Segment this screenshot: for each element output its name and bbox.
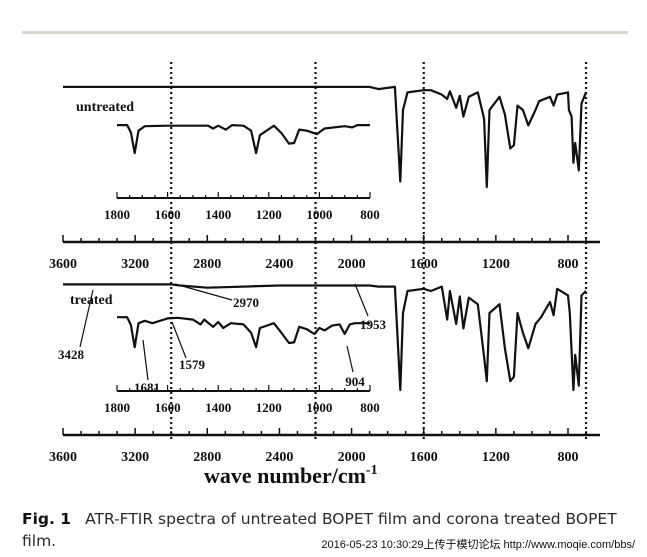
annotation-leader-1953 [354,283,369,317]
main-tick-label-1-2: 2800 [193,450,221,465]
main-tick-label-1-7: 800 [558,450,579,465]
annotation-2970: 2970 [233,295,259,310]
inset-tick-label-0-1: 1600 [155,207,181,222]
annotation-904: 904 [345,374,365,389]
annotations: 2970 1953 3428 1681 1579 904 [58,283,387,395]
main-tick-label-0-7: 800 [558,257,579,272]
x-axis-label: wave number/cm-1 [204,463,378,488]
inset-tick-label-1-1: 1600 [155,400,181,415]
x-axis-label-superscript: -1 [366,463,378,478]
main-tick-label-1-6: 1200 [482,450,510,465]
main-tick-label-0-5: 1600 [410,257,438,272]
main-tick-label-0-0: 3600 [49,257,77,272]
x-axis-label-text: wave number/cm [204,463,366,488]
spectrum-untreated-1800-800 [117,124,370,155]
upload-watermark: 2016-05-23 10:30:29上传于模切论坛 http://www.mo… [319,536,637,552]
spectrum-untreated-3600-700 [63,85,588,189]
spectrum-treated-1800-800 [117,316,370,349]
main-tick-label-0-4: 2000 [338,257,366,272]
annotation-1953: 1953 [360,317,387,332]
inset-tick-label-0-5: 800 [360,207,380,222]
annotation-leader-1681 [142,339,149,381]
main-tick-label-1-0: 3600 [49,450,77,465]
inset-tick-label-1-0: 1800 [104,400,130,415]
spectrum-treated-3600-700 [63,283,587,392]
annotation-3428: 3428 [58,347,85,362]
inset-tick-label-0-0: 1800 [104,207,130,222]
main-tick-label-1-3: 2400 [265,450,293,465]
annotation-leader-1579 [171,321,187,359]
inset-tick-label-1-4: 1000 [306,400,332,415]
inset-tick-label-0-4: 1000 [306,207,332,222]
main-tick-label-1-4: 2000 [338,450,366,465]
top-divider [22,31,628,34]
panel-label-treated: treated [70,293,113,308]
inset-tick-label-0-3: 1200 [256,207,282,222]
caption-figure-number: Fig. 1 [22,510,72,528]
main-tick-label-0-3: 2400 [265,257,293,272]
annotation-1579: 1579 [179,357,206,372]
inset-tick-label-1-3: 1200 [256,400,282,415]
inset-tick-label-1-5: 800 [360,400,380,415]
reference-lines [170,62,588,440]
inset-tick-label-0-2: 1400 [205,207,231,222]
main-tick-label-1-5: 1600 [410,450,438,465]
annotation-leader-2970 [174,283,233,301]
spectra [63,85,588,392]
panel-label-untreated: untreated [76,100,134,115]
annotation-leader-904 [346,345,354,373]
inset-tick-label-1-2: 1400 [205,400,231,415]
main-tick-label-0-1: 3200 [121,257,149,272]
main-tick-label-0-6: 1200 [482,257,510,272]
caption-text: ATR-FTIR spectra of untreated BOPET film… [22,510,617,550]
annotation-1681: 1681 [134,380,160,395]
main-tick-label-1-1: 3200 [121,450,149,465]
main-tick-label-0-2: 2800 [193,257,221,272]
figure-caption: Fig. 1 ATR-FTIR spectra of untreated BOPE… [22,508,632,552]
ftir-figure: 3600 3200 2800 2400 2000 1600 1200 800 3600 3200 2… [49,62,600,488]
annotation-leader-3428 [79,289,94,348]
axes: 3600 3200 2800 2400 2000 1600 1200 800 3600 3200 2… [49,192,600,465]
